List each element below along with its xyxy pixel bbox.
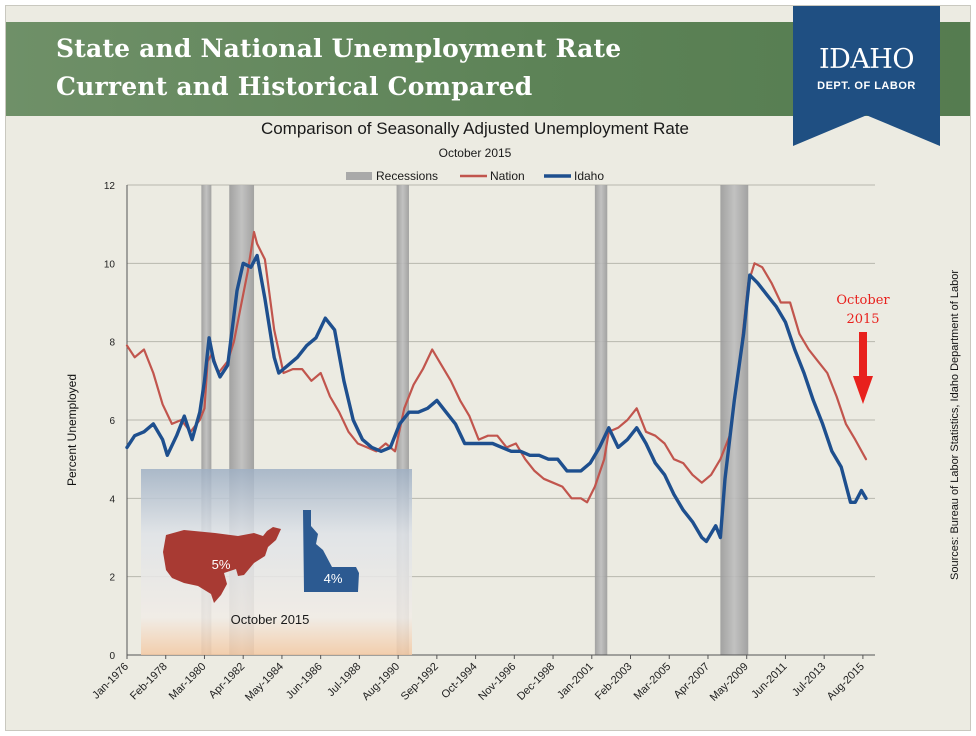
x-tick-label: Apr-2007 <box>672 661 712 701</box>
x-tick-label: Jun-1986 <box>284 661 325 702</box>
y-tick-label: 8 <box>109 338 115 349</box>
y-axis-label: Percent Unemployed <box>65 374 79 486</box>
slide-title-line-2: Current and Historical Compared <box>56 72 533 101</box>
x-tick-label: Jan-2001 <box>555 661 596 702</box>
slide-title-line-1: State and National Unemployment Rate <box>56 34 622 63</box>
x-tick-label: Sep-1992 <box>399 661 441 703</box>
logo-main-text: IDAHO <box>819 44 915 75</box>
us-map-shape <box>163 527 281 603</box>
map-inset: 5% 4% October 2015 <box>141 469 412 655</box>
october-2015-callout: October 2015 <box>836 293 890 404</box>
callout-line-2: 2015 <box>846 312 879 327</box>
x-tick-label: Jun-2011 <box>749 661 789 701</box>
x-tick-label: Oct-1994 <box>439 661 479 701</box>
x-tick-label: Mar-1980 <box>167 661 209 703</box>
y-tick-label: 0 <box>109 651 115 662</box>
x-tick-label: May-1984 <box>243 661 286 704</box>
y-tick-label: 10 <box>104 259 116 270</box>
x-tick-label: Jul-2013 <box>790 661 828 699</box>
chart-title: Comparison of Seasonally Adjusted Unempl… <box>261 119 689 138</box>
x-tick-label: Feb-1978 <box>128 661 170 703</box>
callout-line-1: October <box>836 293 890 308</box>
x-tick-label: Jul-1988 <box>325 661 363 699</box>
recession-band <box>594 185 608 655</box>
chart-subtitle: October 2015 <box>439 146 512 160</box>
x-tick-label: Feb-2003 <box>593 661 635 703</box>
logo-sub-text: DEPT. OF LABOR <box>817 80 916 92</box>
x-tick-label: Mar-2005 <box>632 661 674 703</box>
x-tick-label: May-2009 <box>708 661 751 704</box>
y-tick-label: 6 <box>109 416 115 427</box>
callout-arrow-shaft <box>859 332 867 378</box>
series-line-idaho <box>125 253 868 544</box>
chart-legend: Recessions Nation Idaho <box>346 169 604 183</box>
y-tick-label: 12 <box>104 181 116 192</box>
x-tick-labels: Jan-1976Feb-1978Mar-1980Apr-1982May-1984… <box>90 655 867 704</box>
x-tick-label: Nov-1996 <box>476 661 518 703</box>
x-tick-label: Jan-1976 <box>90 661 131 702</box>
y-tick-label: 4 <box>109 494 115 505</box>
y-tick-label: 2 <box>109 573 115 584</box>
x-tick-label: Aug-1990 <box>360 661 402 703</box>
idaho-map-shape <box>303 510 359 592</box>
x-tick-label: Aug-2015 <box>825 661 867 703</box>
recession-band <box>720 185 749 655</box>
us-rate-label: 5% <box>212 557 231 572</box>
series-lines <box>125 230 868 544</box>
legend-idaho-label: Idaho <box>574 169 604 183</box>
callout-arrow-head <box>853 376 873 404</box>
recession-band <box>201 185 212 655</box>
x-tick-label: Apr-1982 <box>207 661 247 701</box>
y-tick-labels: 0 2 4 6 8 10 12 <box>104 181 116 662</box>
legend-recessions-swatch <box>346 172 372 180</box>
x-tick-label: Dec-1998 <box>515 661 557 703</box>
legend-nation-label: Nation <box>490 169 525 183</box>
inset-caption: October 2015 <box>231 612 310 627</box>
legend-recessions-label: Recessions <box>376 169 438 183</box>
idaho-rate-label: 4% <box>324 571 343 586</box>
